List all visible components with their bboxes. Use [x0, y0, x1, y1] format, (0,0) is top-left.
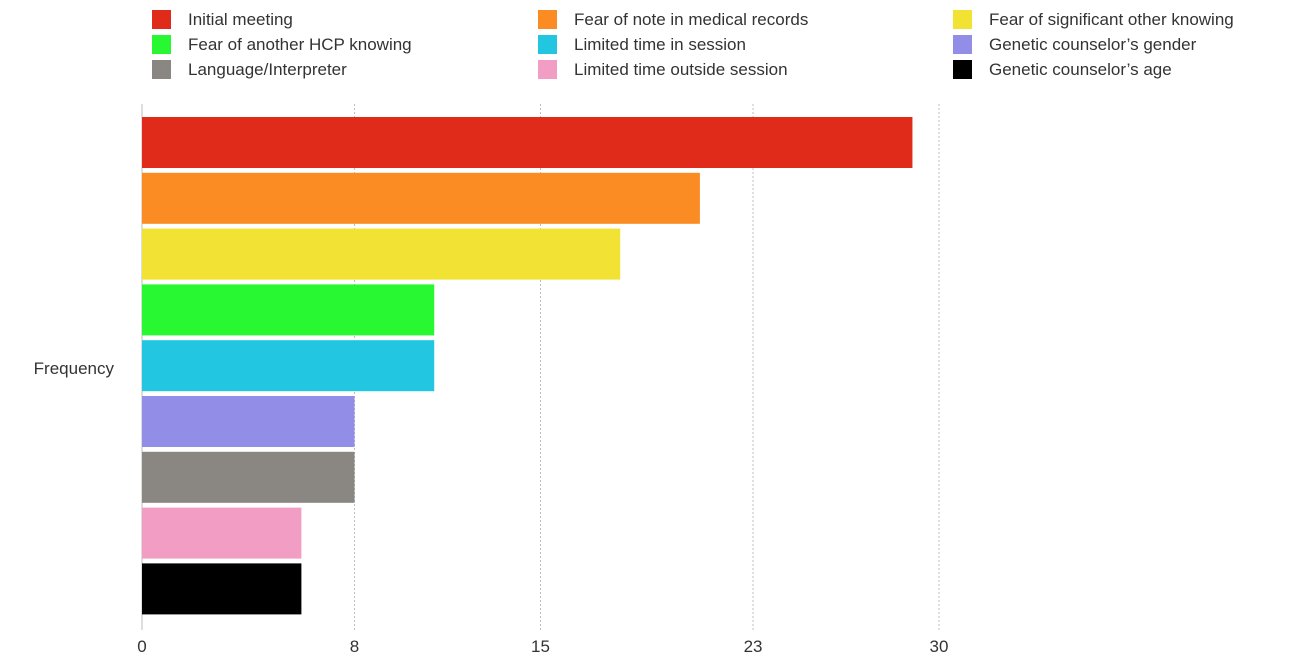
legend-swatch: [538, 35, 557, 54]
bar-language-interpreter[interactable]: [142, 451, 355, 503]
legend-label: Genetic counselor’s gender: [989, 35, 1197, 54]
category-axis-label: Frequency: [34, 359, 115, 378]
legend-item-fear-of-another-hcp-knowing[interactable]: Fear of another HCP knowing: [152, 35, 412, 54]
legend: Initial meeting Fear of note in medical r…: [152, 10, 1234, 79]
legend-item-fear-of-significant-other-knowing[interactable]: Fear of significant other knowing: [953, 10, 1234, 29]
legend-swatch: [953, 10, 972, 29]
legend-item-language-interpreter[interactable]: Language/Interpreter: [152, 60, 347, 79]
legend-swatch: [538, 60, 557, 79]
legend-item-limited-time-in-session[interactable]: Limited time in session: [538, 35, 746, 54]
legend-item-initial-meeting[interactable]: Initial meeting: [152, 10, 293, 29]
legend-label: Fear of another HCP knowing: [188, 35, 412, 54]
legend-label: Limited time outside session: [574, 60, 788, 79]
bar-limited-time-in-session[interactable]: [142, 340, 435, 392]
legend-label: Language/Interpreter: [188, 60, 347, 79]
legend-label: Genetic counselor’s age: [989, 60, 1172, 79]
bar-genetic-counselor-s-age[interactable]: [142, 563, 302, 615]
legend-item-genetic-counselor-s-gender[interactable]: Genetic counselor’s gender: [953, 35, 1197, 54]
x-tick-label: 0: [137, 637, 146, 656]
legend-item-fear-of-note-in-medical-records[interactable]: Fear of note in medical records: [538, 10, 808, 29]
bar-fear-of-significant-other-knowing[interactable]: [142, 228, 621, 280]
legend-label: Limited time in session: [574, 35, 746, 54]
legend-swatch: [152, 35, 171, 54]
legend-swatch: [152, 60, 171, 79]
bar-fear-of-another-hcp-knowing[interactable]: [142, 284, 435, 336]
legend-swatch: [152, 10, 171, 29]
bar-limited-time-outside-session[interactable]: [142, 507, 302, 559]
x-tick-label: 15: [531, 637, 550, 656]
bar-genetic-counselor-s-gender[interactable]: [142, 396, 355, 447]
x-tick-label: 23: [744, 637, 763, 656]
x-axis: 0 8 15 23 30: [137, 637, 948, 656]
legend-label: Fear of note in medical records: [574, 10, 808, 29]
bar-initial-meeting[interactable]: [142, 117, 913, 168]
legend-swatch: [953, 35, 972, 54]
legend-item-limited-time-outside-session[interactable]: Limited time outside session: [538, 60, 788, 79]
legend-swatch: [953, 60, 972, 79]
x-tick-label: 8: [350, 637, 359, 656]
legend-label: Fear of significant other knowing: [989, 10, 1234, 29]
x-tick-label: 30: [930, 637, 949, 656]
legend-item-genetic-counselor-s-age[interactable]: Genetic counselor’s age: [953, 60, 1172, 79]
bars: [142, 117, 913, 615]
legend-swatch: [538, 10, 557, 29]
legend-label: Initial meeting: [188, 10, 293, 29]
bar-fear-of-note-in-medical-records[interactable]: [142, 172, 700, 224]
